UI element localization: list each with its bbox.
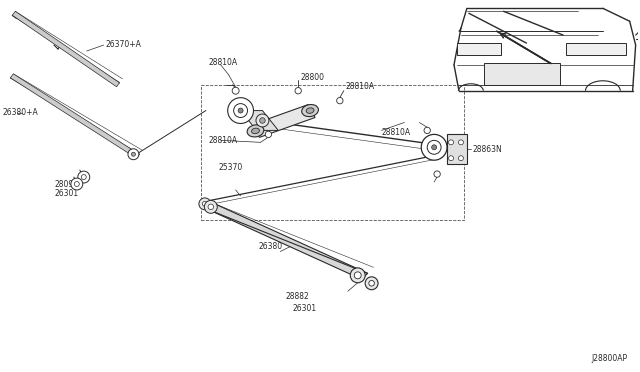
Polygon shape xyxy=(566,43,626,55)
Circle shape xyxy=(355,272,361,279)
Circle shape xyxy=(337,97,343,104)
Ellipse shape xyxy=(306,108,314,113)
Text: 26301: 26301 xyxy=(292,304,316,312)
Polygon shape xyxy=(484,63,560,85)
Polygon shape xyxy=(10,74,140,158)
Text: 25370: 25370 xyxy=(219,163,243,171)
Circle shape xyxy=(204,201,217,213)
Circle shape xyxy=(74,182,79,186)
Circle shape xyxy=(256,114,269,127)
Circle shape xyxy=(369,280,374,286)
Polygon shape xyxy=(241,110,278,131)
Circle shape xyxy=(424,127,430,134)
Polygon shape xyxy=(12,11,120,87)
Text: 28882: 28882 xyxy=(285,292,309,301)
Polygon shape xyxy=(209,204,367,279)
Polygon shape xyxy=(457,43,500,55)
Text: 28810A: 28810A xyxy=(381,128,411,137)
Circle shape xyxy=(260,118,265,123)
Text: 26370+A: 26370+A xyxy=(106,39,141,49)
Polygon shape xyxy=(253,105,315,137)
Circle shape xyxy=(458,156,463,161)
Circle shape xyxy=(238,108,243,113)
Circle shape xyxy=(131,152,136,156)
Circle shape xyxy=(427,140,441,154)
Polygon shape xyxy=(447,134,467,164)
Circle shape xyxy=(365,277,378,290)
Ellipse shape xyxy=(252,128,259,134)
Circle shape xyxy=(265,131,271,138)
Text: 28810A: 28810A xyxy=(209,136,238,145)
Circle shape xyxy=(228,98,253,124)
Ellipse shape xyxy=(247,125,264,137)
Circle shape xyxy=(128,149,139,160)
Circle shape xyxy=(202,201,207,206)
Text: J28800AP: J28800AP xyxy=(591,354,628,363)
Circle shape xyxy=(449,156,454,161)
Circle shape xyxy=(458,140,463,145)
Circle shape xyxy=(199,198,211,210)
Circle shape xyxy=(434,171,440,177)
Circle shape xyxy=(431,145,436,150)
Text: 28810A: 28810A xyxy=(209,58,238,67)
Text: 28810A: 28810A xyxy=(346,82,375,91)
Circle shape xyxy=(350,268,365,283)
Circle shape xyxy=(78,171,90,183)
Ellipse shape xyxy=(301,105,319,116)
Text: 28092: 28092 xyxy=(54,180,78,189)
Circle shape xyxy=(421,134,447,160)
Text: 28863N: 28863N xyxy=(473,145,502,154)
Text: 26301: 26301 xyxy=(54,189,78,198)
Circle shape xyxy=(232,87,239,94)
Circle shape xyxy=(449,140,454,145)
Circle shape xyxy=(208,204,214,210)
Text: 26380: 26380 xyxy=(259,242,283,251)
Text: 26380+A: 26380+A xyxy=(3,108,38,117)
Text: 28800: 28800 xyxy=(300,73,324,82)
Circle shape xyxy=(71,178,83,190)
Circle shape xyxy=(234,104,248,118)
Circle shape xyxy=(295,87,301,94)
Circle shape xyxy=(81,174,86,180)
